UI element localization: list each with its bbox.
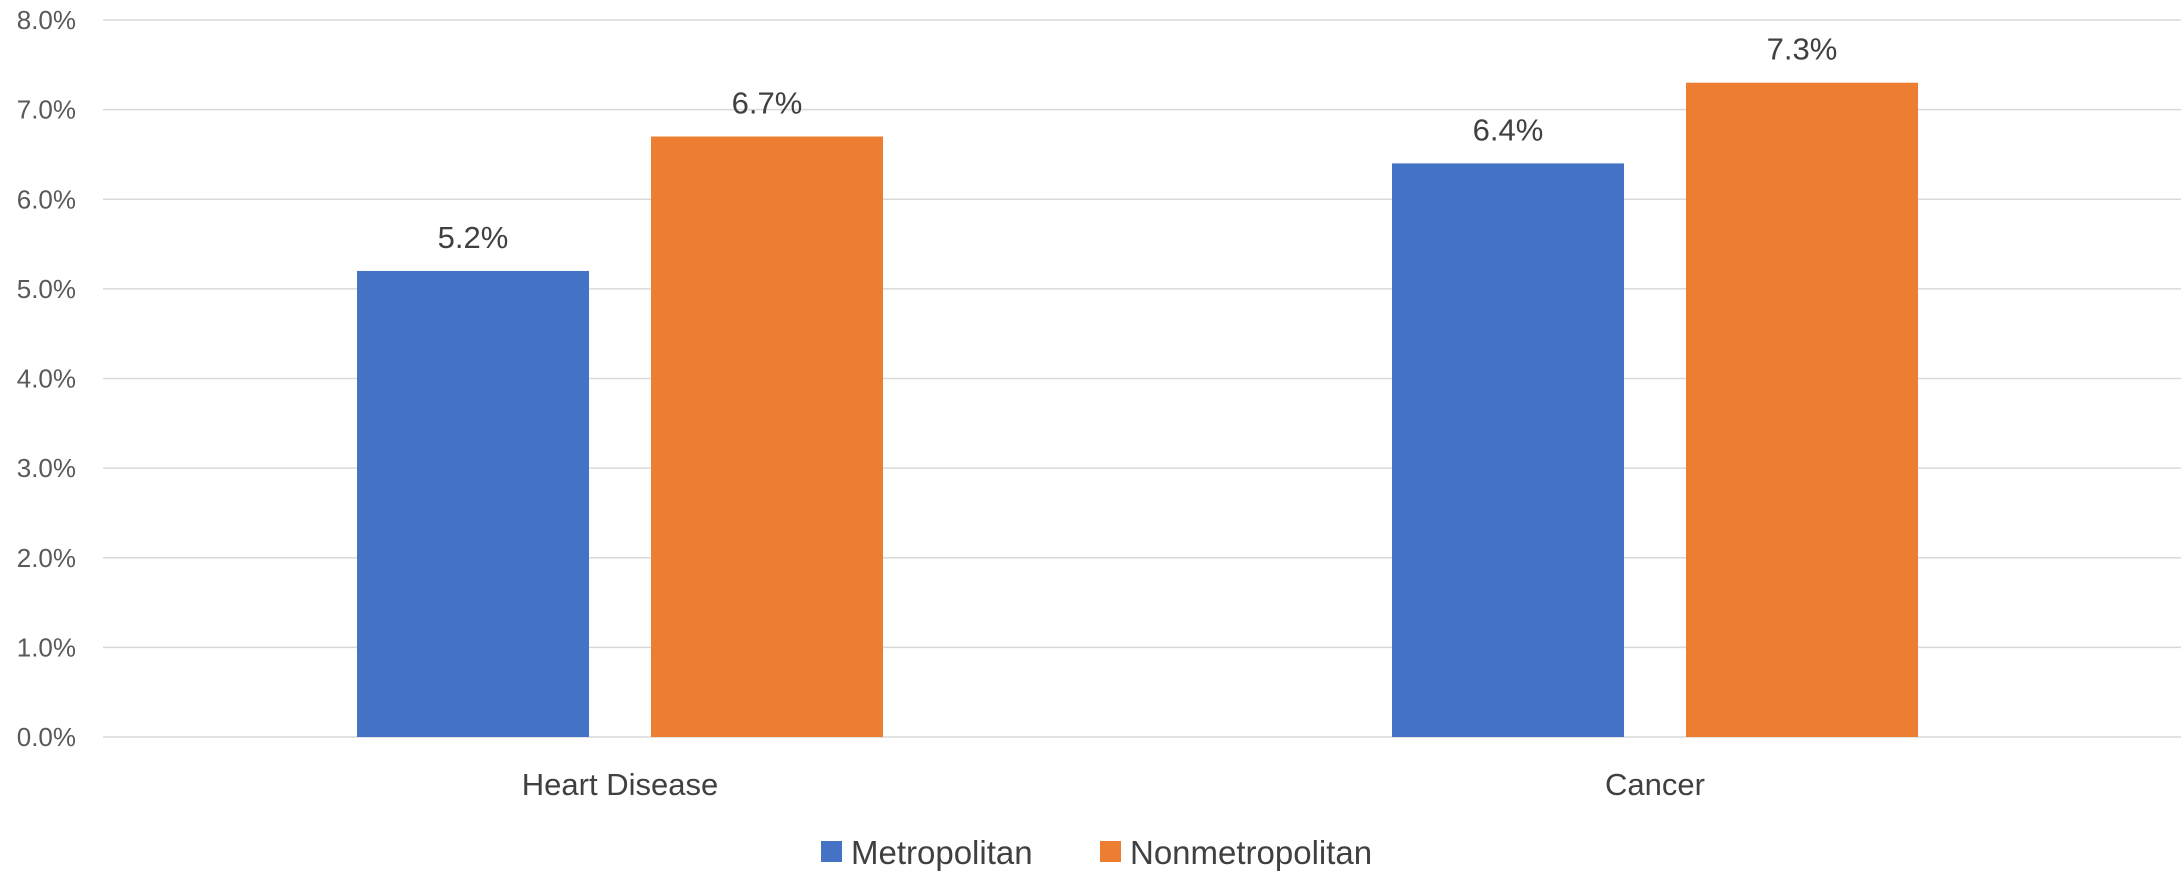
data-label: 6.7% [732, 86, 803, 121]
data-label: 6.4% [1473, 112, 1544, 147]
y-tick-label: 1.0% [17, 632, 76, 662]
bars [357, 82, 1918, 738]
legend-label: Metropolitan [851, 834, 1033, 871]
y-tick-label: 8.0% [17, 5, 76, 35]
y-tick-label: 4.0% [17, 364, 76, 394]
y-tick-label: 7.0% [17, 95, 76, 125]
category-labels: Heart Disease Cancer [522, 767, 1705, 802]
legend: Metropolitan Nonmetropolitan [821, 834, 1372, 871]
y-tick-label: 3.0% [17, 453, 76, 483]
legend-label: Nonmetropolitan [1130, 834, 1372, 871]
bar-metropolitan-heart-disease [357, 270, 589, 737]
bar-metropolitan-cancer [1392, 163, 1624, 737]
y-tick-label: 5.0% [17, 274, 76, 304]
y-tick-label: 2.0% [17, 543, 76, 573]
bar-nonmetropolitan-cancer [1686, 82, 1918, 738]
legend-swatch-metropolitan [821, 841, 842, 862]
data-label: 5.2% [438, 220, 509, 255]
bar-nonmetropolitan-heart-disease [651, 136, 883, 737]
data-label: 7.3% [1767, 32, 1838, 67]
y-tick-label: 0.0% [17, 722, 76, 752]
category-label: Heart Disease [522, 767, 718, 802]
y-axis-tick-labels: 0.0% 1.0% 2.0% 3.0% 4.0% 5.0% 6.0% 7.0% 8.0% [17, 5, 76, 752]
category-label: Cancer [1605, 767, 1705, 802]
y-tick-label: 6.0% [17, 184, 76, 214]
data-labels: 5.2% 6.7% 6.4% 7.3% [438, 32, 1838, 255]
legend-swatch-nonmetropolitan [1100, 841, 1121, 862]
